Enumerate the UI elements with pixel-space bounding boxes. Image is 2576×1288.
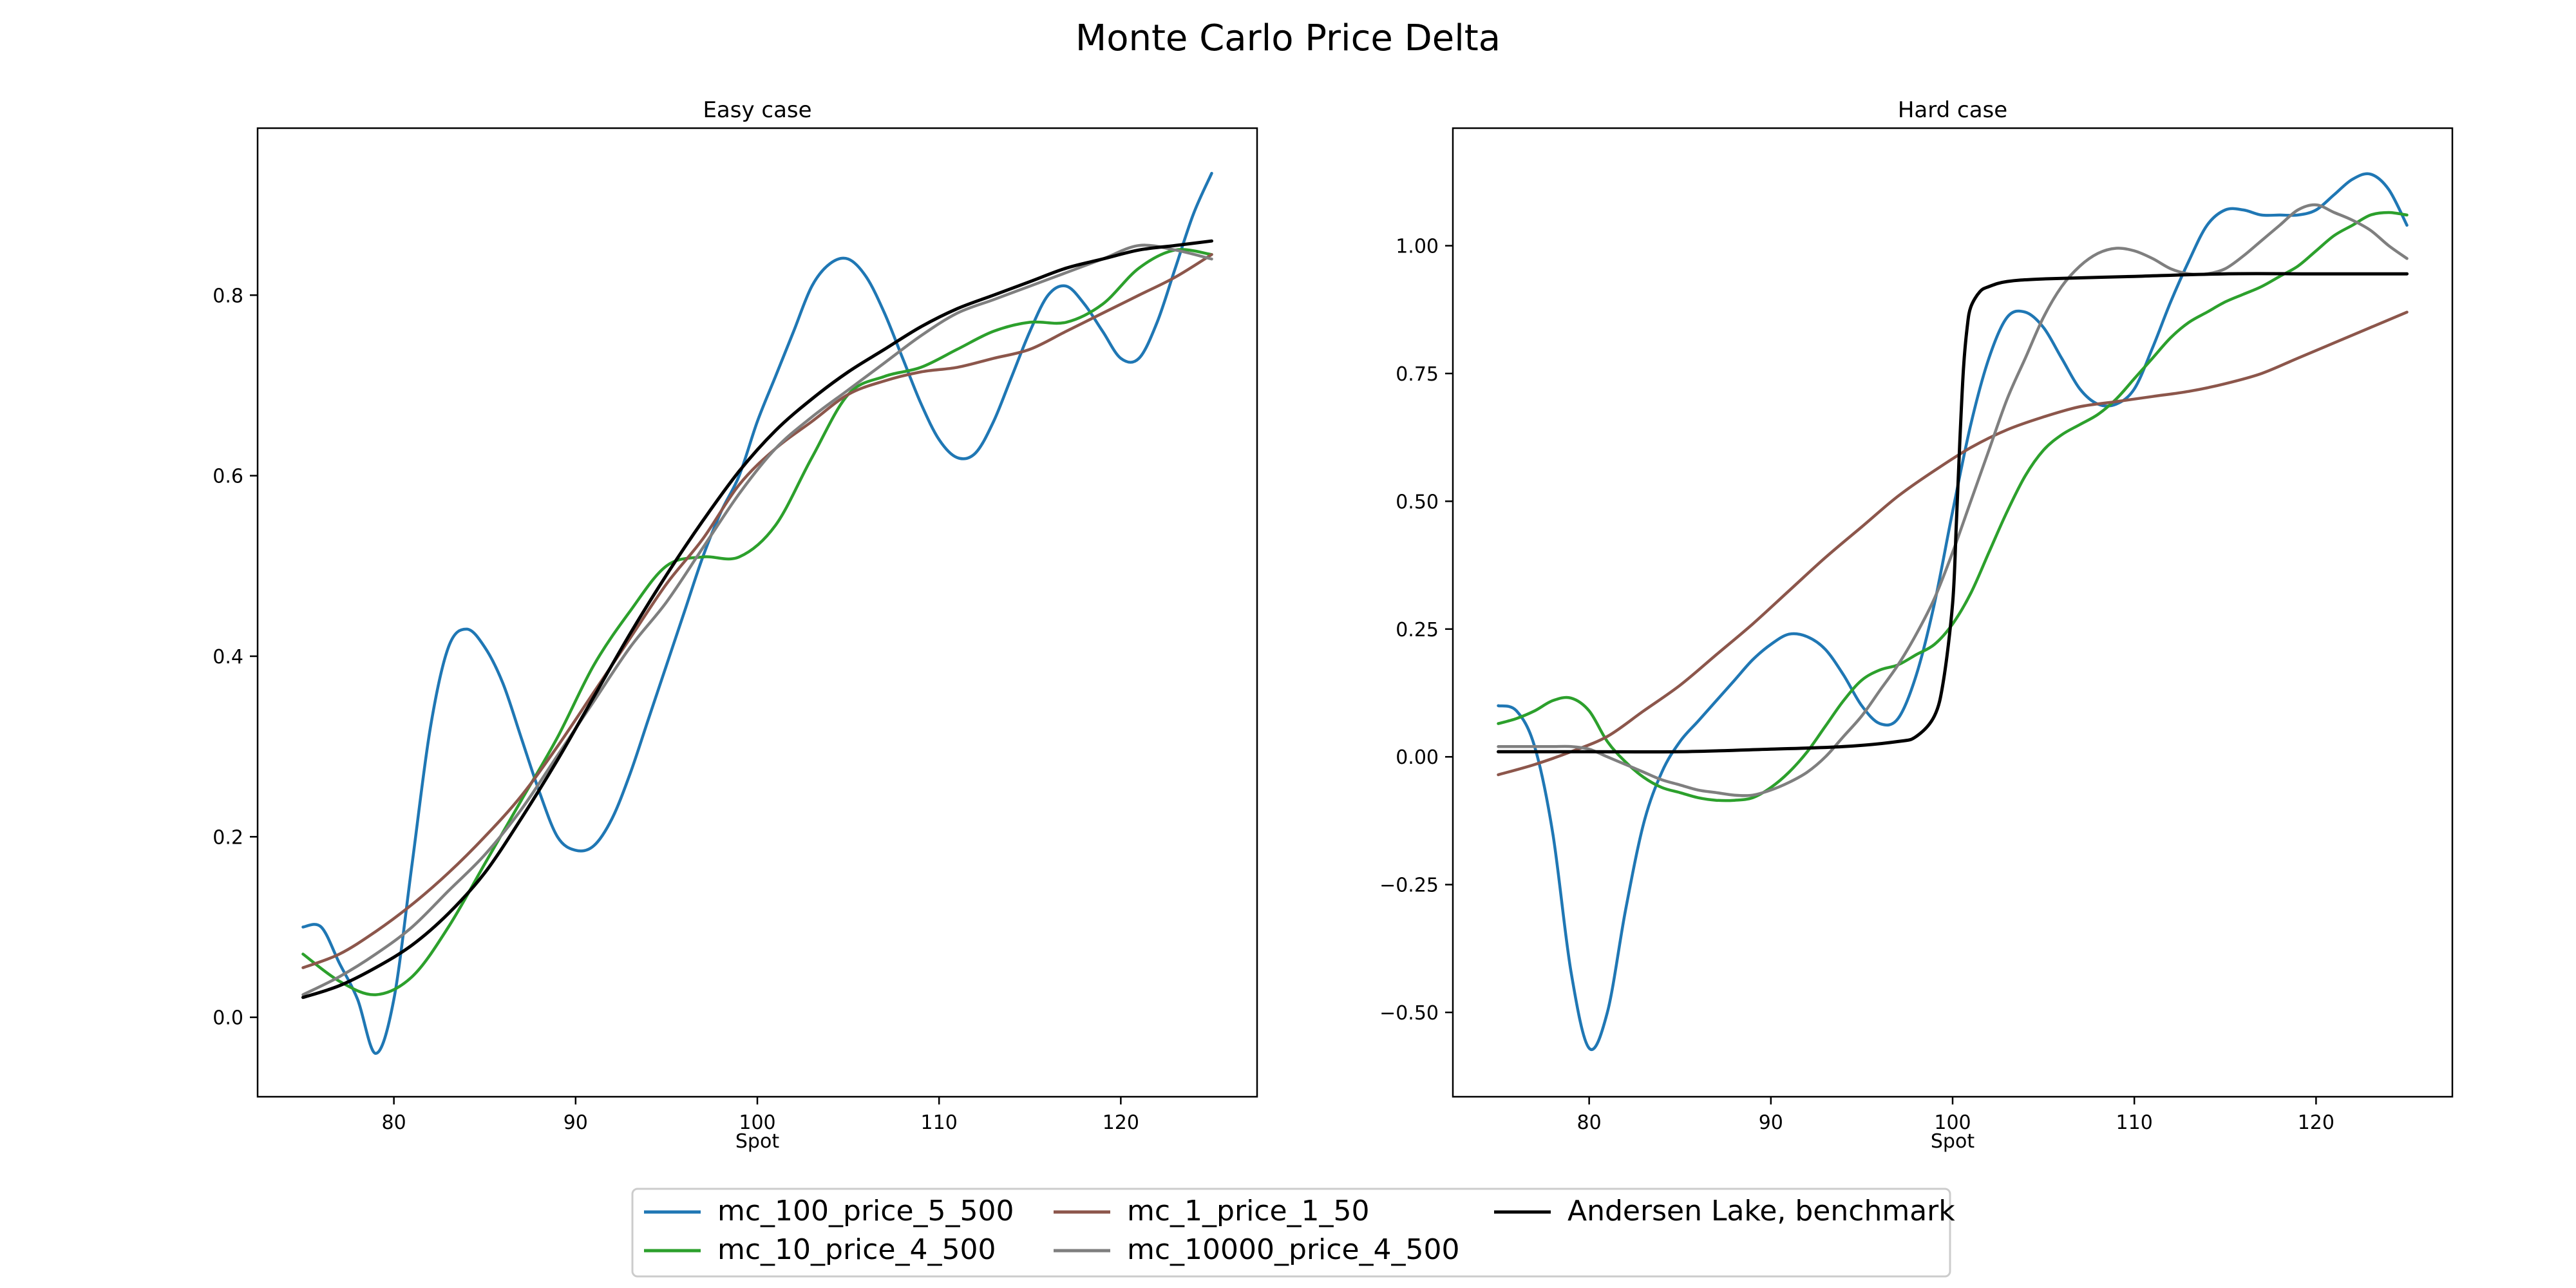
x-tick-label: 110 [2116, 1112, 2153, 1134]
x-tick-label: 100 [739, 1112, 775, 1134]
x-tick-label: 90 [564, 1112, 588, 1134]
y-tick-label: 0.8 [213, 285, 243, 307]
series-line-4 [1497, 272, 2409, 754]
y-tick-label: 0.75 [1396, 363, 1439, 386]
y-tick-label: 0.0 [213, 1007, 243, 1030]
y-tick-label: 0.2 [213, 826, 243, 849]
legend-entry: mc_10000_price_4_500 [1054, 1233, 1460, 1266]
series-line-2 [1497, 310, 2409, 777]
legend-entry: mc_1_price_1_50 [1054, 1195, 1370, 1227]
legend-entry: Andersen Lake, benchmark [1494, 1195, 1955, 1227]
plot-lines [1497, 172, 2409, 1051]
x-tick-label: 110 [921, 1112, 958, 1134]
y-tick-label: 1.00 [1396, 236, 1439, 258]
figure-title: Monte Carlo Price Delta [1075, 17, 1501, 59]
series-line-3 [1497, 203, 2409, 797]
axes-frame [256, 127, 1258, 1098]
legend: mc_100_price_5_500 mc_10_price_4_500 mc_… [631, 1188, 1955, 1278]
y-tick-label: −0.25 [1379, 875, 1439, 897]
series-line-4 [301, 239, 1213, 999]
x-tick-label: 120 [2298, 1112, 2334, 1134]
y-tick-label: 0.6 [213, 466, 243, 488]
y-tick-label: 0.00 [1396, 746, 1439, 769]
x-tick-label: 80 [382, 1112, 406, 1134]
x-tick-label: 120 [1103, 1112, 1139, 1134]
x-tick-label: 80 [1577, 1112, 1602, 1134]
series-line-1 [1497, 211, 2409, 802]
y-tick-label: 0.4 [213, 646, 243, 668]
x-axis-label: Spot [1931, 1130, 1975, 1153]
x-tick-label: 100 [1934, 1112, 1971, 1134]
series-line-1 [301, 248, 1213, 996]
x-tick-label: 90 [1759, 1112, 1783, 1134]
legend-label: Andersen Lake, benchmark [1567, 1195, 1955, 1227]
legend-entry: mc_10_price_4_500 [644, 1233, 996, 1266]
x-axis-label: Spot [735, 1130, 779, 1153]
legend-label: mc_1_price_1_50 [1127, 1195, 1370, 1227]
legend-label: mc_10000_price_4_500 [1127, 1233, 1460, 1266]
series-line-0 [301, 171, 1213, 1055]
panel-easy-case: Easy case Spot 80 90 100 110 120 0.0 0.2 0.4 0.6… [213, 97, 1258, 1153]
panel-title: Easy case [703, 97, 811, 123]
y-tick-label: 0.25 [1396, 619, 1439, 641]
legend-frame [631, 1188, 1951, 1278]
series-line-2 [301, 252, 1213, 969]
series-line-3 [301, 243, 1213, 996]
y-tick-label: −0.50 [1379, 1002, 1439, 1025]
panel-title: Hard case [1898, 97, 2007, 123]
plot-lines [301, 171, 1213, 1055]
legend-label: mc_100_price_5_500 [717, 1195, 1014, 1227]
panel-hard-case: Hard case Spot 80 90 100 110 120 −0.50 −0.25 0.… [1379, 97, 2454, 1153]
legend-label: mc_10_price_4_500 [717, 1233, 996, 1266]
legend-entry: mc_100_price_5_500 [644, 1195, 1014, 1227]
y-tick-label: 0.50 [1396, 491, 1439, 513]
